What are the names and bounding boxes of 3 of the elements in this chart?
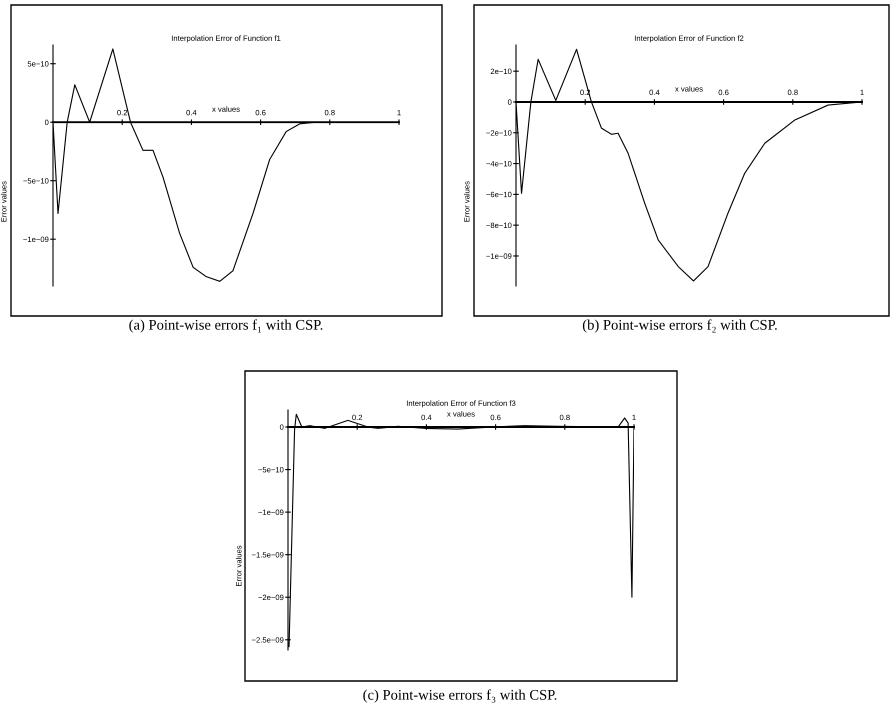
text: (a) Point-wise errors f₁ with CSP. — [129, 319, 322, 333]
text: (c) Point-wise errors f₃ with CSP. — [363, 689, 556, 703]
text: (b) Point-wise errors f₂ with CSP. — [582, 319, 777, 333]
